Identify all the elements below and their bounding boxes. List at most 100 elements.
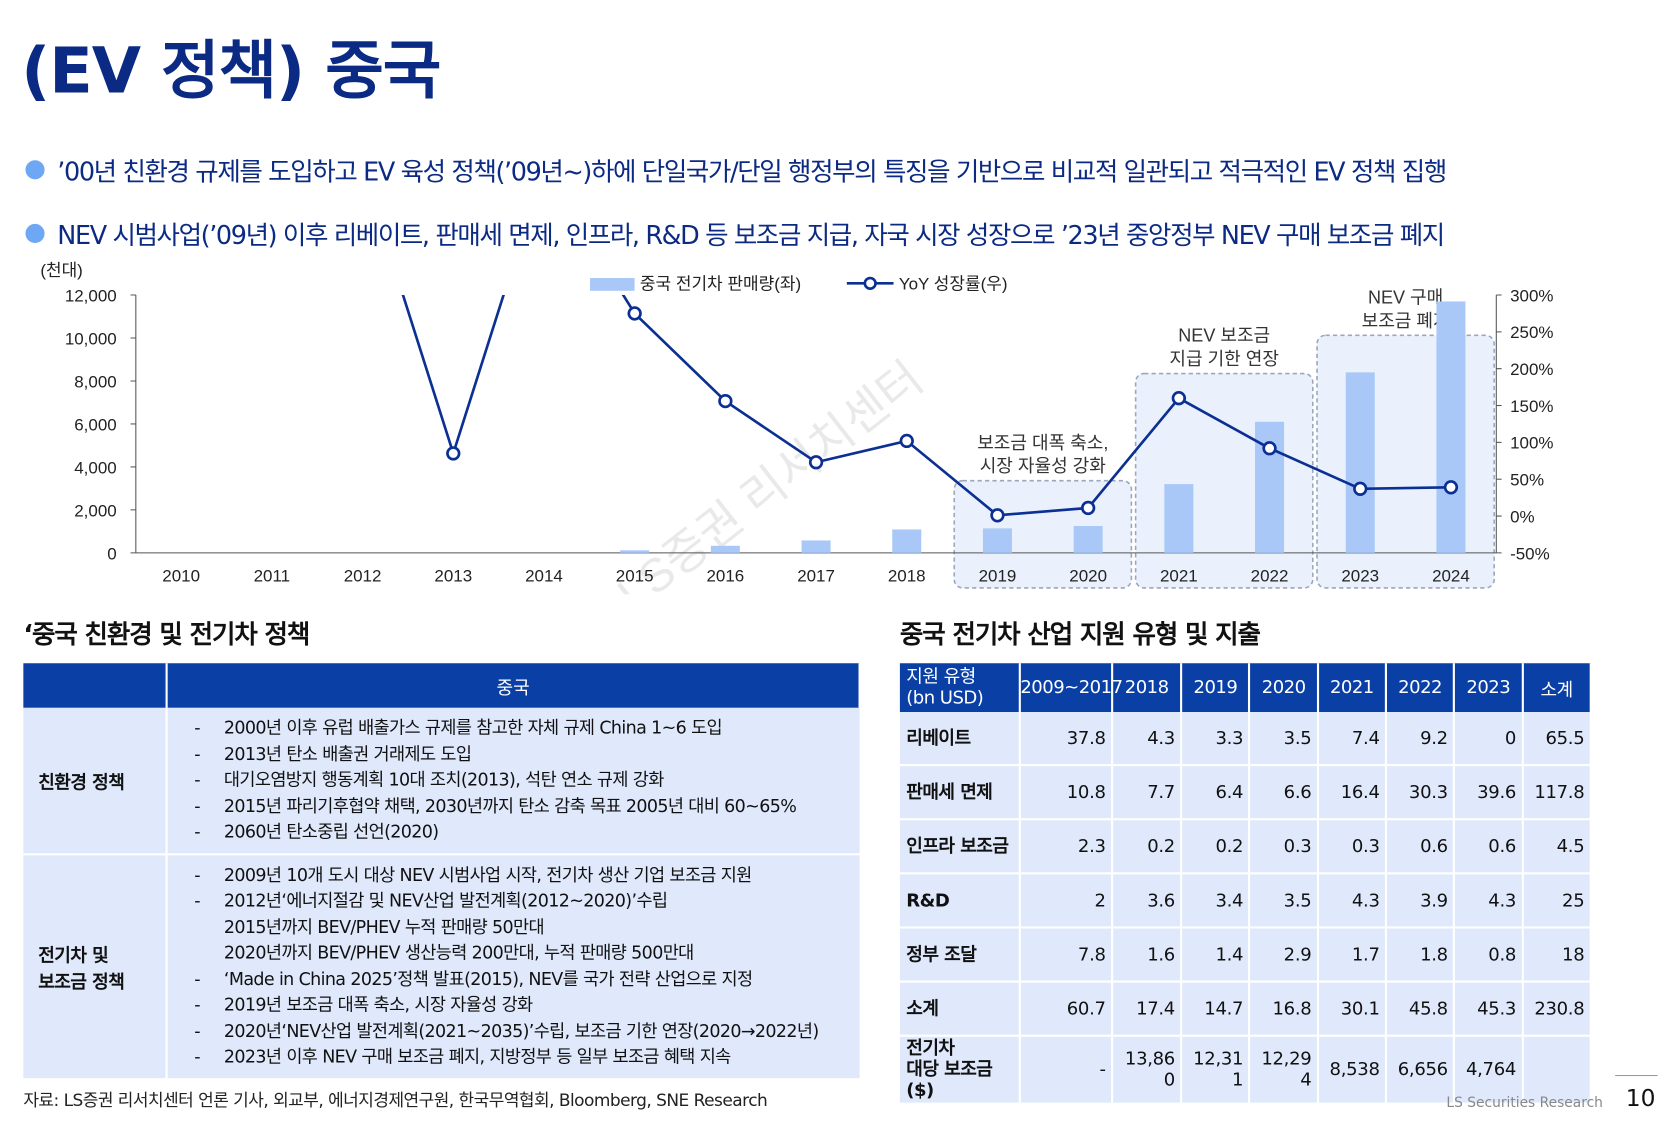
dash-bullet-icon: - (194, 743, 200, 764)
subsidy-header-col: 2019 (1181, 663, 1251, 713)
policy-section-title: ‘중국 친환경 및 전기차 정책 (23, 619, 310, 650)
line-point-2021 (1171, 390, 1187, 406)
annotation-text: NEV 보조금 (1178, 326, 1270, 346)
subsidy-header-type-line: (bn USD) (906, 687, 984, 709)
x-tick-label: 2018 (888, 567, 926, 586)
page-title: (EV 정책) 중국 (21, 33, 441, 109)
dash-bullet-icon: - (194, 795, 200, 816)
subsidy-cell: 0.6 (1454, 819, 1524, 875)
subsidy-row-label-line: 대당 보조금($) (906, 1059, 993, 1102)
subsidy-cell: 6.4 (1181, 765, 1251, 821)
subsidy-cell: 0.8 (1454, 927, 1524, 983)
y-right-tick-label: 50% (1510, 471, 1544, 490)
legend-line-label: YoY 성장률(우) (899, 275, 1008, 294)
line-point-2018 (899, 433, 914, 449)
subsidy-header-col: 2021 (1317, 663, 1388, 713)
y-right-tick-label: 100% (1510, 434, 1553, 453)
legend-line-marker (863, 276, 877, 290)
bar-2018 (892, 529, 922, 553)
subsidy-cell: 30.1 (1317, 981, 1388, 1037)
x-tick-label: 2016 (706, 567, 744, 586)
subsidy-cell-line: 12,29 (1261, 1048, 1312, 1070)
subsidy-row-label: 소계 (899, 981, 1021, 1037)
bar-2020 (1073, 526, 1103, 553)
subsidy-header-col: 2018 (1112, 663, 1183, 713)
bar-2017 (801, 540, 831, 553)
subsidy-cell: 8,538 (1317, 1035, 1388, 1105)
subsidy-cell: 45.8 (1385, 981, 1456, 1037)
y-left-tick-label: 4,000 (74, 458, 116, 477)
policy-item: - 2060년 탄소중립 선언(2020) (194, 819, 858, 845)
policy-item-text: 2060년 탄소중립 선언(2020) (223, 821, 439, 842)
subsidy-cell: 1.8 (1385, 927, 1456, 983)
x-tick-label: 2021 (1160, 567, 1198, 586)
bullet-dot-icon (25, 159, 45, 179)
subsidy-cell: 25 (1522, 873, 1592, 929)
policy-item: - 2015년 파리기후협약 채택, 2030년까지 탄소 감축 목표 2005년… (194, 793, 858, 819)
policy-item-text: 대기오염방지 행동계획 10대 조치(2013), 석탄 연소 규제 강화 (223, 769, 664, 790)
policy-category: 친환경 정책 (23, 707, 168, 855)
bar-2015 (620, 550, 650, 553)
subsidy-cell: 7.4 (1317, 712, 1388, 767)
subsidy-section-title: 중국 전기차 산업 지원 유형 및 지출 (899, 619, 1261, 650)
subsidy-header-col: 2009~2017 (1019, 663, 1123, 713)
policy-item: 2020년까지 BEV/PHEV 생산능력 200만대, 누적 판매량 500만… (194, 940, 858, 966)
x-tick-label: 2013 (434, 567, 472, 586)
subsidy-row: R&D 2 3.6 3.4 3.5 4.3 3.9 4.3 25 (899, 873, 1592, 929)
subsidy-cell: 1.4 (1181, 927, 1251, 983)
subsidy-cell: 16.4 (1317, 765, 1388, 821)
subsidy-header-col: 2020 (1249, 663, 1319, 713)
subsidy-cell: 3.4 (1181, 873, 1251, 929)
dash-bullet-icon: - (194, 890, 200, 911)
subsidy-header-type: 지원 유형 (bn USD) (899, 663, 1021, 713)
footer-divider (1615, 1074, 1658, 1077)
subsidy-cell: 4.5 (1522, 819, 1592, 875)
x-tick-label: 2023 (1341, 567, 1379, 586)
subsidy-cell: 0.3 (1317, 819, 1388, 875)
subsidy-cell: 117.8 (1522, 765, 1592, 821)
subsidy-cell-line: 4 (1300, 1069, 1312, 1091)
policy-item: - 2013년 탄소 배출권 거래제도 도입 (194, 741, 858, 767)
subsidy-row: 전기차 대당 보조금($) -13,86 0 12,31 1 12,29 4 8,538 6,65… (899, 1035, 1592, 1105)
subsidy-cell: 14.7 (1181, 981, 1251, 1037)
subsidy-cell: 2.3 (1019, 819, 1114, 875)
subsidy-cell: 4.3 (1317, 873, 1388, 929)
policy-items-cell: - 2000년 이후 유럽 배출가스 규제를 참고한 자체 규제 China 1~… (166, 707, 860, 855)
subsidy-header-col: 소계 (1522, 663, 1592, 713)
subsidy-cell: 7.7 (1112, 765, 1183, 821)
x-tick-label: 2015 (616, 567, 654, 586)
policy-item-text: 2013년 탄소 배출권 거래제도 도입 (223, 743, 472, 764)
policy-item-text: 2012년‘에너지절감 및 NEV산업 발전계획(2012~2020)’수립 (223, 890, 668, 911)
subsidy-header-col: 2023 (1454, 663, 1524, 713)
policy-header-blank (23, 663, 168, 708)
x-tick-label: 2022 (1251, 567, 1289, 586)
annotation-text: 시장 자율성 강화 (980, 456, 1107, 476)
subsidy-cell: 17.4 (1112, 981, 1183, 1037)
annotation-box (1316, 334, 1495, 589)
policy-item-text: 2015년까지 BEV/PHEV 누적 판매량 50만대 (223, 916, 545, 937)
unit-label: (천대) (40, 261, 83, 280)
subsidy-cell: 16.8 (1249, 981, 1319, 1037)
subsidy-cell: 4.3 (1454, 873, 1524, 929)
subsidy-cell: 3.5 (1249, 712, 1319, 767)
subsidy-header-type-line: 지원 유형 (906, 666, 976, 688)
policy-item-text: 2009년 10개 도시 대상 NEV 시범사업 시작, 전기차 생산 기업 보… (223, 864, 752, 885)
subsidy-cell: 18 (1522, 927, 1592, 983)
legend-bar-label: 중국 전기차 판매량(좌) (640, 275, 801, 294)
bar-2021 (1164, 484, 1194, 553)
dash-bullet-icon: - (194, 717, 200, 738)
subsidy-cell: 0 (1454, 712, 1524, 767)
subsidy-cell-line: 12,31 (1193, 1048, 1244, 1070)
subsidy-cell: 3.9 (1385, 873, 1456, 929)
subsidy-cell-line: 13,86 (1124, 1048, 1175, 1070)
subsidy-cell: 65.5 (1522, 712, 1592, 767)
bullet-dot-icon (25, 223, 45, 243)
subsidy-cell: 4.3 (1112, 712, 1183, 767)
policy-item-text: 2020년까지 BEV/PHEV 생산능력 200만대, 누적 판매량 500만… (223, 942, 694, 963)
subsidy-cell: 2.9 (1249, 927, 1319, 983)
line-point-2020 (1080, 500, 1096, 516)
y-left-tick-label: 0 (107, 544, 116, 563)
subsidy-row-label-line: 판매세 면제 (906, 781, 993, 803)
subsidy-cell: 30.3 (1385, 765, 1456, 821)
